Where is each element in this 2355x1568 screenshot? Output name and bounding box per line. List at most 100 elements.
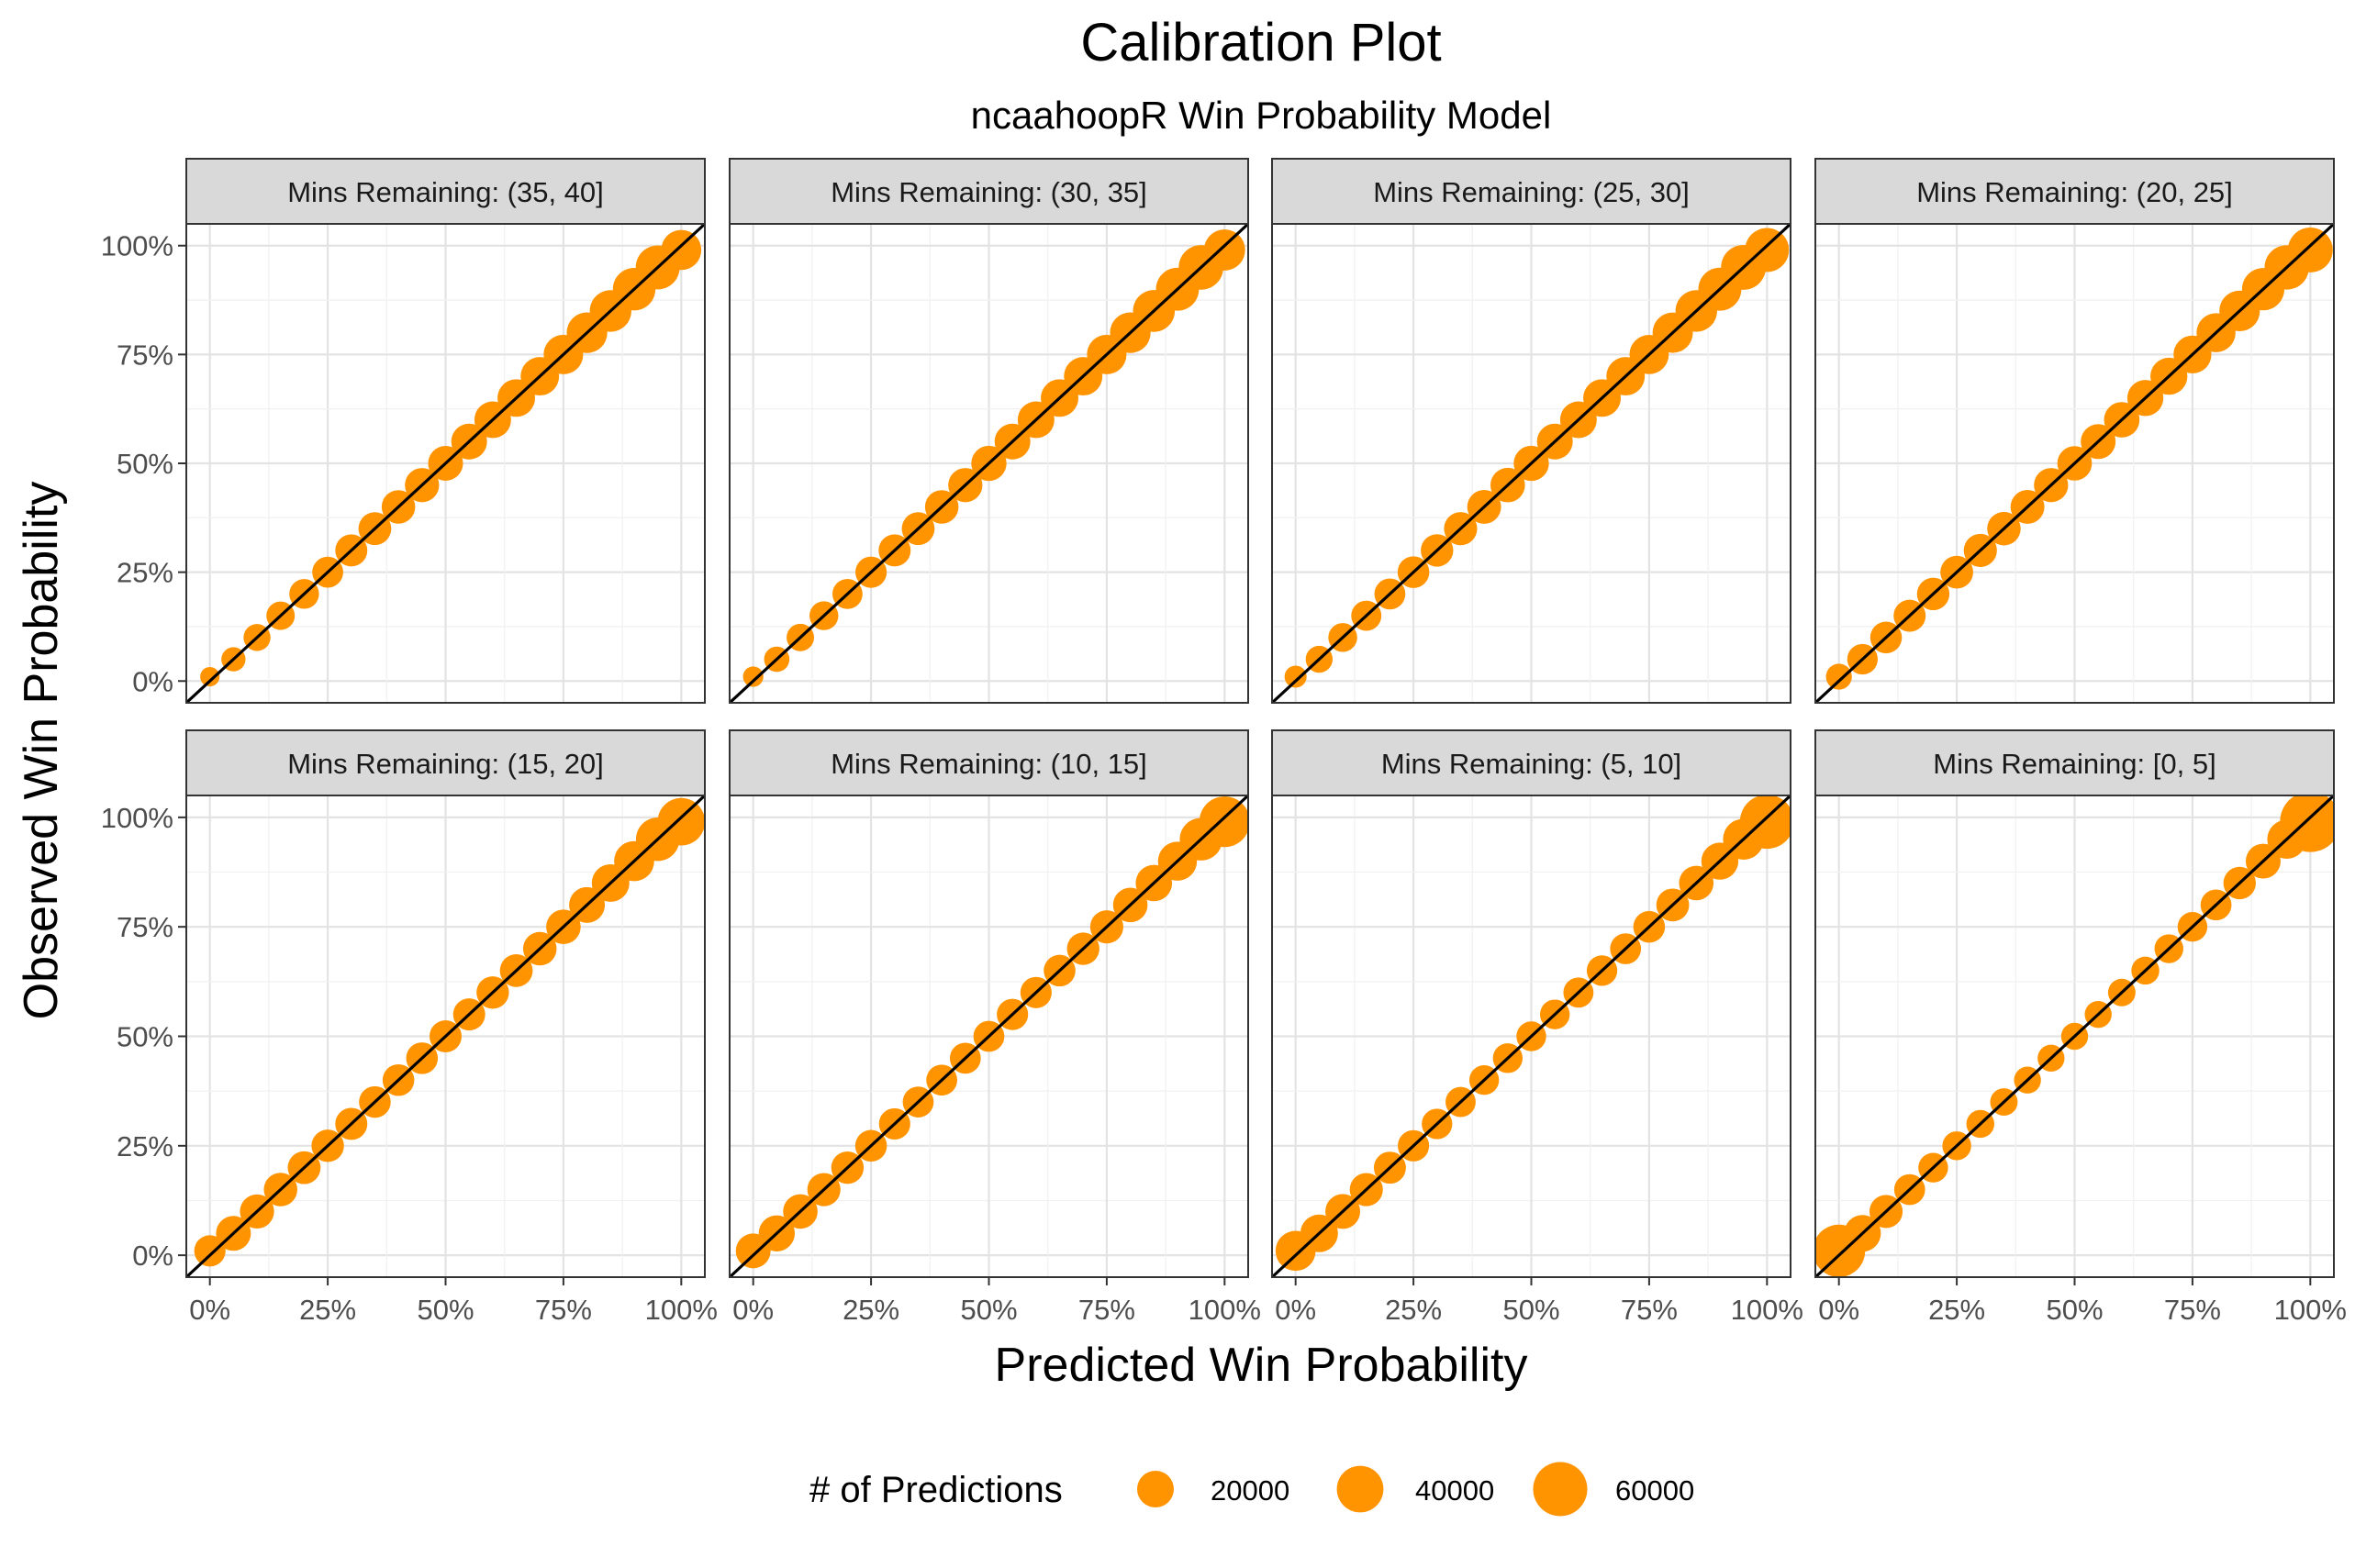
facet-panel: Mins Remaining: (35, 40] 0% 25% 50% 75% 100% [101, 158, 706, 704]
facet-strip [185, 158, 706, 225]
facet-panel: Mins Remaining: (20, 25] [1814, 158, 2335, 704]
points-layer [730, 795, 1248, 1277]
data-point [1203, 229, 1245, 271]
legend-label: 60000 [1615, 1474, 1694, 1507]
panel-border [1814, 223, 2335, 704]
y-tick-label: 75% [117, 339, 173, 371]
facet-strip [1271, 729, 1791, 796]
reference-line [1815, 795, 2334, 1277]
facet-panels: Mins Remaining: (35, 40]0%25%50%75%100%M… [101, 158, 2347, 1326]
facet-panel: Mins Remaining: (25, 30] [1271, 158, 1791, 704]
y-tick-label: 25% [117, 1130, 173, 1162]
reference-line [1272, 224, 1791, 703]
x-tick-label: 25% [843, 1294, 899, 1326]
y-tick-label: 50% [117, 448, 173, 480]
x-axis-title: Predicted Win Probability [995, 1339, 1528, 1392]
legend: # of Predictions 20000 40000 60000 [809, 1462, 1694, 1517]
reference-line [186, 224, 705, 703]
facet-strip-label: Mins Remaining: (15, 20] [287, 748, 604, 780]
facet-strip [1271, 158, 1791, 225]
facet-strip-label: Mins Remaining: (35, 40] [287, 176, 604, 208]
legend-key [1533, 1462, 1588, 1517]
y-tick-label: 0% [132, 1240, 173, 1272]
x-tick-label: 100% [1731, 1294, 1803, 1326]
y-tick-label: 100% [101, 230, 173, 262]
facet-strip [185, 729, 706, 796]
x-tick-label: 50% [2046, 1294, 2103, 1326]
facet-strip-label: Mins Remaining: (30, 35] [831, 176, 1147, 208]
panel-border [729, 223, 1249, 704]
legend-label: 40000 [1415, 1474, 1494, 1507]
data-point [2287, 228, 2333, 272]
panel-border [1271, 223, 1791, 704]
facet-panel: Mins Remaining: (15, 20] 0% 25% 50% 75% 100% 0… [101, 729, 718, 1326]
facet-strip [1814, 158, 2335, 225]
reference-line [730, 224, 1248, 703]
x-tick-label: 50% [417, 1294, 474, 1326]
facet-panel: Mins Remaining: (10, 15] 0% 25% 50% 75% 100% [729, 729, 1261, 1326]
y-tick-label: 75% [117, 911, 173, 943]
x-tick-label: 75% [2164, 1294, 2221, 1326]
legend-key [1336, 1465, 1384, 1513]
data-point [194, 1235, 226, 1267]
legend-label: 20000 [1211, 1474, 1289, 1507]
data-point [661, 229, 702, 271]
points-layer [1815, 224, 2334, 703]
facet-strip-label: Mins Remaining: (10, 15] [831, 748, 1147, 780]
reference-line [1815, 224, 2334, 703]
data-point [657, 797, 705, 846]
points-layer [1272, 795, 1791, 1277]
points-layer [730, 224, 1248, 703]
points-layer [1272, 224, 1791, 703]
x-tick-label: 50% [960, 1294, 1017, 1326]
legend-title: # of Predictions [809, 1470, 1063, 1510]
facet-strip-label: Mins Remaining: (20, 25] [1916, 176, 2233, 208]
x-tick-label: 0% [189, 1294, 230, 1326]
x-tick-label: 0% [1275, 1294, 1316, 1326]
x-tick-label: 100% [645, 1294, 718, 1326]
x-tick-label: 25% [1928, 1294, 1985, 1326]
x-tick-label: 25% [1385, 1294, 1442, 1326]
data-point [1745, 228, 1790, 272]
facet-strip-label: Mins Remaining: [0, 5] [1933, 748, 2215, 780]
facet-strip [1814, 729, 2335, 796]
y-tick-label: 100% [101, 802, 173, 834]
x-tick-label: 75% [535, 1294, 592, 1326]
data-point [1199, 796, 1248, 848]
x-tick-label: 100% [2274, 1294, 2347, 1326]
reference-line [730, 795, 1248, 1277]
y-axis-title: Observed Win Probability [15, 482, 68, 1020]
x-tick-label: 75% [1078, 1294, 1135, 1326]
x-tick-label: 50% [1502, 1294, 1559, 1326]
facet-panel: Mins Remaining: (5, 10] 0% 25% 50% 75% 100% [1271, 729, 1803, 1326]
points-layer [1815, 795, 2334, 1277]
data-point [2280, 795, 2334, 852]
reference-line [186, 795, 705, 1277]
x-tick-label: 0% [732, 1294, 774, 1326]
chart-title: Calibration Plot [1080, 13, 1441, 72]
y-tick-label: 25% [117, 557, 173, 589]
x-tick-label: 0% [1818, 1294, 1859, 1326]
data-point [1284, 665, 1307, 688]
legend-keys: 20000 40000 60000 [1137, 1462, 1694, 1517]
data-point [742, 666, 764, 687]
facet-panel: Mins Remaining: (30, 35] [729, 158, 1249, 704]
facet-strip-label: Mins Remaining: (5, 10] [1381, 748, 1681, 780]
data-point [1739, 795, 1791, 850]
y-tick-label: 50% [117, 1021, 173, 1053]
x-tick-label: 100% [1189, 1294, 1261, 1326]
x-tick-label: 75% [1621, 1294, 1678, 1326]
data-point [1825, 663, 1852, 690]
points-layer [186, 795, 705, 1277]
facet-strip-label: Mins Remaining: (25, 30] [1373, 176, 1690, 208]
reference-line [1272, 795, 1791, 1277]
chart-subtitle: ncaahoopR Win Probability Model [971, 94, 1552, 137]
x-tick-label: 25% [299, 1294, 356, 1326]
facet-panel: Mins Remaining: [0, 5] 0% 25% 50% 75% 100% [1814, 729, 2347, 1326]
facet-strip [729, 158, 1249, 225]
data-point [200, 666, 220, 687]
y-tick-label: 0% [132, 665, 173, 697]
legend-key [1137, 1471, 1174, 1507]
